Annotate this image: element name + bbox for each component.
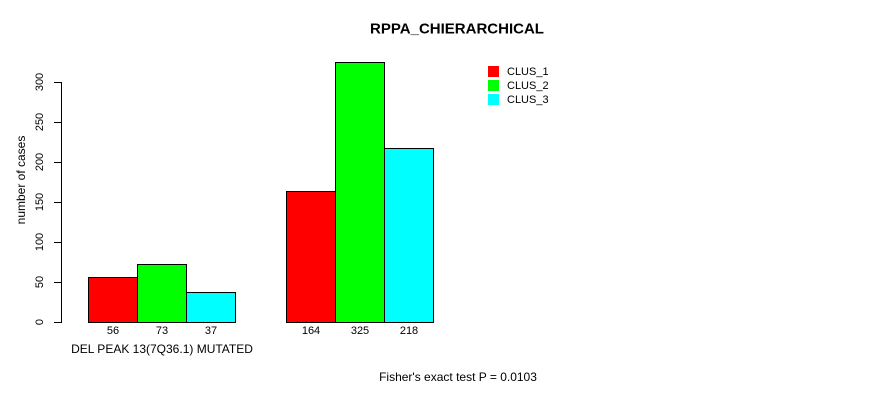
y-tick-label: 200	[34, 152, 46, 172]
legend-label: CLUS_3	[507, 93, 549, 106]
y-axis-line	[61, 82, 62, 323]
bar-value-label: 56	[106, 325, 120, 337]
bar-value-label: 37	[204, 325, 218, 337]
bar-clus_2-group1	[137, 264, 187, 323]
y-tick-label: 300	[34, 72, 46, 92]
legend-swatch-clus_2	[488, 80, 499, 91]
y-tick-label: 250	[34, 112, 46, 132]
statistic-annotation: Fisher's exact test P = 0.0103	[379, 370, 537, 384]
y-tick-label: 0	[34, 318, 46, 326]
bar-clus_1-group1	[88, 277, 138, 323]
y-axis-tick	[54, 82, 61, 83]
x-axis-group-label: DEL PEAK 13(7Q36.1) MUTATED	[71, 342, 253, 356]
y-axis-tick	[54, 122, 61, 123]
bar-value-label: 325	[350, 325, 370, 337]
bar-clus_3-group1	[186, 292, 236, 323]
y-axis-title: number of cases	[14, 135, 28, 225]
y-axis-tick	[54, 282, 61, 283]
legend-swatch-clus_1	[488, 66, 499, 77]
legend-swatch-clus_3	[488, 94, 499, 105]
bar-value-label: 164	[301, 325, 321, 337]
legend-label: CLUS_1	[507, 65, 549, 78]
y-tick-label: 150	[34, 192, 46, 212]
bar-clus_1-group2	[286, 191, 336, 323]
y-axis-tick	[54, 242, 61, 243]
y-axis-tick	[54, 162, 61, 163]
bar-clus_3-group2	[384, 148, 434, 323]
bar-value-label: 218	[399, 325, 419, 337]
y-tick-label: 100	[34, 232, 46, 252]
legend-label: CLUS_2	[507, 79, 549, 92]
chart-title: RPPA_CHIERARCHICAL	[370, 20, 544, 38]
y-axis-tick	[54, 322, 61, 323]
bar-value-label: 73	[155, 325, 169, 337]
y-tick-label: 50	[34, 275, 46, 289]
y-axis-tick	[54, 202, 61, 203]
bar-clus_2-group2	[335, 62, 385, 323]
